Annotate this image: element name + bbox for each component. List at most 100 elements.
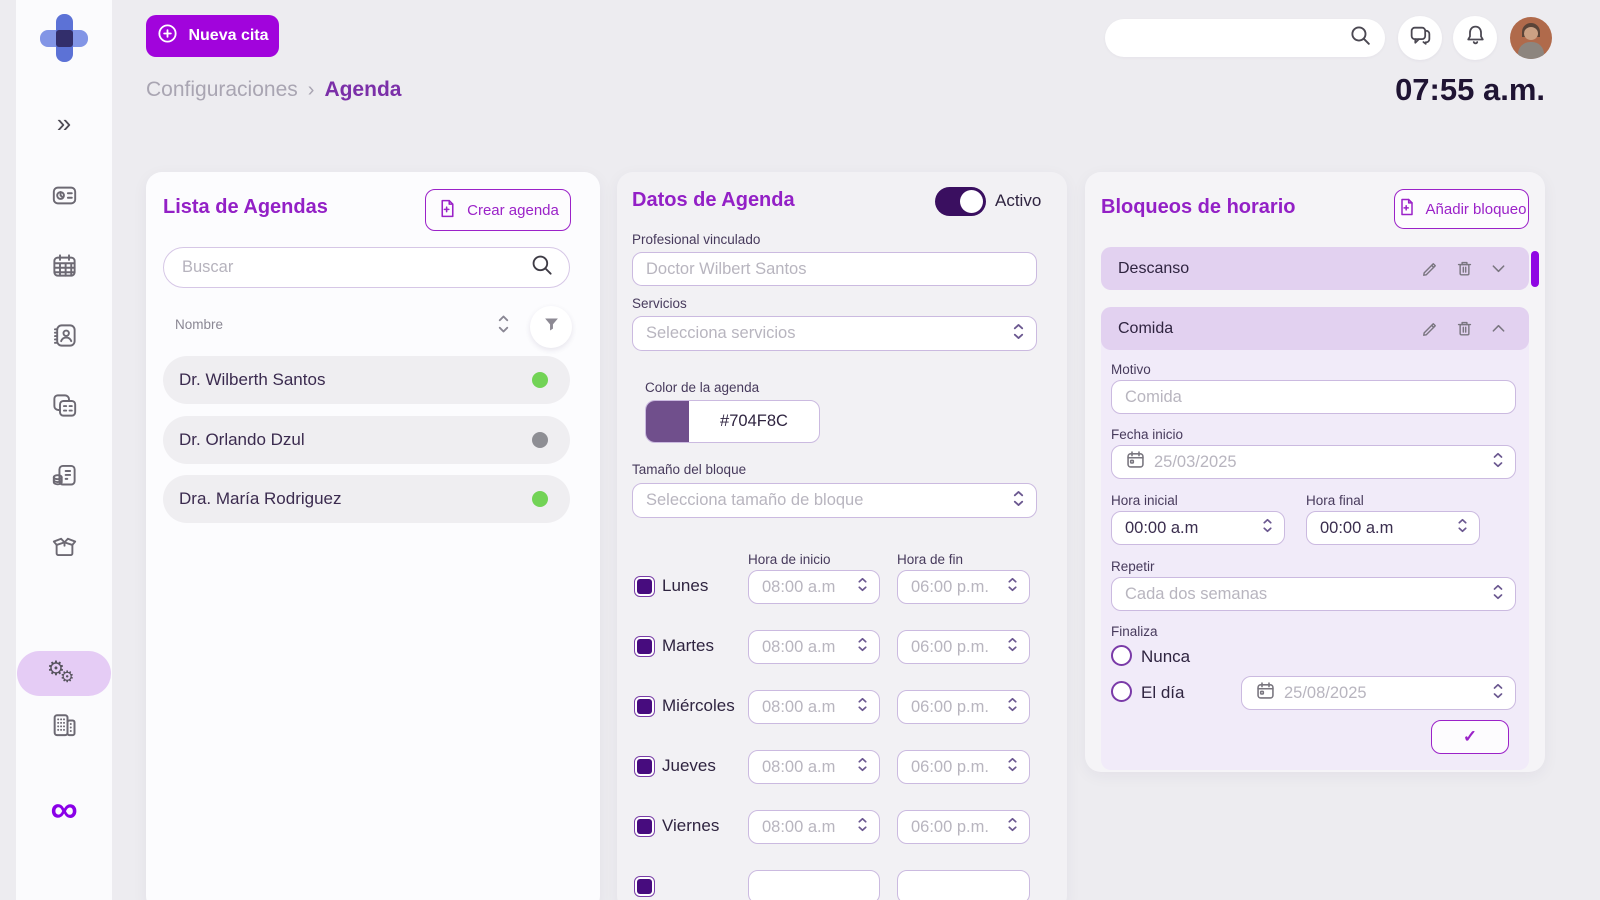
agenda-list-title: Lista de Agendas xyxy=(163,196,328,218)
services-select[interactable]: Selecciona servicios xyxy=(632,316,1037,351)
notifications-button[interactable] xyxy=(1453,16,1497,60)
spinner-icon[interactable] xyxy=(856,816,869,838)
medical-plus-logo[interactable] xyxy=(40,14,88,62)
block-size-select[interactable]: Selecciona tamaño de bloque xyxy=(632,483,1037,518)
spinner-icon[interactable] xyxy=(856,696,869,718)
start-time-select[interactable]: 08:00 a.m xyxy=(748,630,880,664)
calendar-icon[interactable] xyxy=(51,252,78,279)
spinner-icon[interactable] xyxy=(1261,517,1274,539)
active-toggle[interactable] xyxy=(935,187,986,216)
block-row-descanso[interactable]: Descanso xyxy=(1101,247,1529,290)
infinity-logo: ∞ xyxy=(50,789,78,831)
spinner-icon[interactable] xyxy=(1491,583,1505,606)
chevron-down-icon[interactable] xyxy=(1481,259,1515,278)
block-start-time-select[interactable]: 00:00 a.m xyxy=(1111,511,1285,545)
chat-icon xyxy=(1408,23,1433,53)
spinner-icon[interactable] xyxy=(1006,636,1019,658)
filter-button[interactable] xyxy=(530,306,572,348)
panel-scrollbar-thumb[interactable] xyxy=(1531,251,1539,287)
end-time-select[interactable]: 06:00 p.m. xyxy=(897,750,1030,784)
status-dot-active xyxy=(532,491,548,507)
repeat-select[interactable]: Cada dos semanas xyxy=(1111,577,1516,611)
add-block-button[interactable]: Añadir bloqueo xyxy=(1394,189,1529,229)
spinner-icon[interactable] xyxy=(1491,682,1505,705)
agenda-search-input[interactable] xyxy=(182,258,529,277)
spinner-icon[interactable] xyxy=(856,636,869,658)
spinner-icon[interactable] xyxy=(1006,696,1019,718)
day-checkbox[interactable] xyxy=(634,696,655,717)
spinner-icon[interactable] xyxy=(856,576,869,598)
new-appointment-button[interactable]: Nueva cita xyxy=(146,15,279,57)
inventory-box-icon[interactable] xyxy=(51,532,78,559)
agenda-color-picker[interactable]: #704F8C xyxy=(645,400,820,443)
search-icon[interactable] xyxy=(529,252,555,283)
end-time-select[interactable]: 06:00 p.m. xyxy=(897,810,1030,844)
spinner-icon[interactable] xyxy=(1006,756,1019,778)
end-time-select[interactable]: 06:00 p.m. xyxy=(897,630,1030,664)
cards-icon[interactable] xyxy=(51,392,78,419)
spinner-icon[interactable] xyxy=(1456,517,1469,539)
professional-input[interactable] xyxy=(646,259,1026,279)
start-time-header: Hora de inicio xyxy=(748,552,831,567)
buildings-icon[interactable] xyxy=(50,710,78,743)
repeat-label: Repetir xyxy=(1111,559,1155,574)
start-time-select[interactable]: 08:00 a.m xyxy=(748,750,880,784)
chevron-up-icon[interactable] xyxy=(1481,319,1515,338)
end-time-select[interactable]: 06:00 p.m. xyxy=(897,570,1030,604)
services-label: Servicios xyxy=(632,296,687,311)
document-plus-icon xyxy=(437,198,458,223)
end-time-value: 06:00 p.m. xyxy=(911,817,989,836)
chat-button[interactable] xyxy=(1398,16,1442,60)
start-time-select[interactable]: 08:00 a.m xyxy=(748,810,880,844)
user-avatar[interactable] xyxy=(1510,17,1552,59)
invoices-icon[interactable] xyxy=(51,462,78,489)
radio-never[interactable] xyxy=(1111,645,1132,666)
column-header-name[interactable]: Nombre xyxy=(175,317,224,332)
agenda-row[interactable]: Dra. María Rodriguez xyxy=(163,475,570,523)
create-agenda-button[interactable]: Crear agenda xyxy=(425,189,571,231)
sidebar-item-settings[interactable]: ⚙ ⚙ xyxy=(17,651,111,696)
end-date-field[interactable]: 25/08/2025 xyxy=(1241,676,1516,710)
spinner-icon[interactable] xyxy=(856,756,869,778)
radio-on-day[interactable] xyxy=(1111,681,1132,702)
end-time-select[interactable]: 06:00 p.m. xyxy=(897,690,1030,724)
start-date-field[interactable]: 25/03/2025 xyxy=(1111,445,1516,479)
edit-icon[interactable] xyxy=(1413,319,1447,338)
check-icon: ✓ xyxy=(1462,727,1478,746)
day-checkbox[interactable] xyxy=(634,636,655,657)
bell-icon xyxy=(1463,23,1488,53)
spinner-icon[interactable] xyxy=(1011,322,1026,346)
double-chevron-right-icon[interactable]: » xyxy=(56,108,72,138)
global-search-input[interactable] xyxy=(1105,19,1348,57)
search-icon[interactable] xyxy=(1348,23,1373,53)
start-time-select[interactable]: 08:00 a.m xyxy=(748,690,880,724)
day-checkbox[interactable] xyxy=(634,816,655,837)
spinner-icon[interactable] xyxy=(1011,489,1026,513)
contacts-book-icon[interactable] xyxy=(51,322,78,349)
start-time-select[interactable]: 08:00 a.m xyxy=(748,570,880,604)
end-time-select[interactable] xyxy=(897,870,1030,900)
block-name: Descanso xyxy=(1118,259,1190,277)
spinner-icon[interactable] xyxy=(1006,816,1019,838)
block-end-time-select[interactable]: 00:00 a.m xyxy=(1306,511,1480,545)
delete-icon[interactable] xyxy=(1447,319,1481,338)
agenda-row[interactable]: Dr. Orlando Dzul xyxy=(163,416,570,464)
delete-icon[interactable] xyxy=(1447,259,1481,278)
breadcrumb-parent[interactable]: Configuraciones xyxy=(146,78,298,101)
spinner-icon[interactable] xyxy=(1006,576,1019,598)
start-time-value: 08:00 a.m xyxy=(762,697,836,716)
billing-card-icon[interactable] xyxy=(51,182,78,209)
spinner-icon[interactable] xyxy=(1491,451,1505,474)
day-checkbox[interactable] xyxy=(634,756,655,777)
agenda-row[interactable]: Dr. Wilberth Santos xyxy=(163,356,570,404)
calendar-icon xyxy=(1125,449,1146,475)
start-time-select[interactable] xyxy=(748,870,880,900)
confirm-block-button[interactable]: ✓ xyxy=(1431,720,1509,754)
start-date-value: 25/03/2025 xyxy=(1154,452,1237,471)
reason-input[interactable] xyxy=(1125,387,1505,407)
day-checkbox[interactable] xyxy=(634,876,655,897)
edit-icon[interactable] xyxy=(1413,259,1447,278)
block-row-comida[interactable]: Comida xyxy=(1101,307,1529,350)
day-checkbox[interactable] xyxy=(634,576,655,597)
sort-icon[interactable] xyxy=(496,313,511,340)
